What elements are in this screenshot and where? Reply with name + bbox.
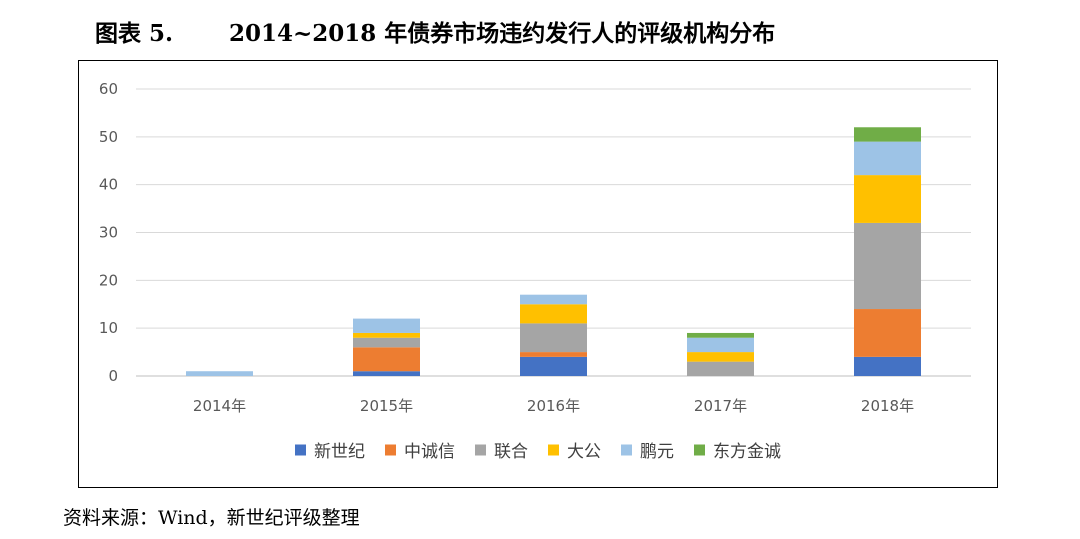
y-tick-label: 30: [99, 224, 118, 242]
legend-swatch: [548, 444, 559, 456]
bar-segment: [353, 347, 420, 372]
figure-title: 图表 5. 2014~2018 年债券市场违约发行人的评级机构分布: [95, 16, 775, 52]
legend-label: 联合: [494, 442, 528, 462]
x-tick-label: 2016年: [527, 397, 580, 415]
bar-segment: [854, 141, 921, 176]
bar-segment: [353, 371, 420, 376]
legend-label: 大公: [567, 442, 601, 462]
bar-segment: [520, 356, 587, 376]
bar-segment: [687, 337, 754, 353]
y-tick-label: 60: [99, 80, 118, 98]
y-tick-label: 20: [99, 271, 118, 289]
legend-label: 鹏元: [640, 442, 674, 462]
figure-title-text: 2014~2018 年债券市场违约发行人的评级机构分布: [229, 20, 776, 47]
bar-segment: [353, 337, 420, 348]
bar-segment: [854, 309, 921, 357]
bar-segment: [353, 318, 420, 333]
legend-swatch: [295, 444, 306, 456]
x-tick-label: 2017年: [694, 397, 747, 415]
bar-segment: [854, 356, 921, 376]
bar-segment: [854, 175, 921, 223]
stacked-bar-chart: 0 10 20 30 40 50 60 2014年 2015年 2016年 2017年 2018年新世…: [99, 80, 971, 462]
legend-swatch: [385, 444, 396, 456]
bar-segment: [687, 332, 754, 338]
y-tick-label: 0: [108, 367, 118, 385]
chart-frame: 0 10 20 30 40 50 60 2014年 2015年 2016年 2017年 2018年新世…: [78, 60, 998, 488]
bar-segment: [854, 222, 921, 310]
bar-segment: [520, 294, 587, 305]
y-tick-label: 10: [99, 319, 118, 337]
bar-segment: [854, 127, 921, 142]
legend-label: 东方金诚: [713, 442, 781, 462]
bar-segment: [687, 352, 754, 362]
legend-swatch: [475, 444, 486, 456]
bar-segment: [687, 361, 754, 376]
bar-segment: [520, 352, 587, 357]
x-tick-label: 2018年: [861, 397, 914, 415]
legend-swatch: [694, 444, 705, 456]
bar-segment: [186, 371, 253, 376]
bar-segment: [353, 332, 420, 338]
legend-label: 新世纪: [314, 442, 365, 462]
x-tick-label: 2015年: [360, 397, 413, 415]
legend-swatch: [621, 444, 632, 456]
bar-segment: [520, 304, 587, 324]
x-tick-label: 2014年: [193, 397, 246, 415]
figure-number: 图表 5.: [95, 20, 174, 47]
source-note: 资料来源：Wind，新世纪评级整理: [63, 507, 360, 529]
y-tick-label: 50: [99, 128, 118, 146]
y-tick-label: 40: [99, 176, 118, 194]
legend-label: 中诚信: [404, 442, 455, 462]
bar-segment: [520, 323, 587, 353]
